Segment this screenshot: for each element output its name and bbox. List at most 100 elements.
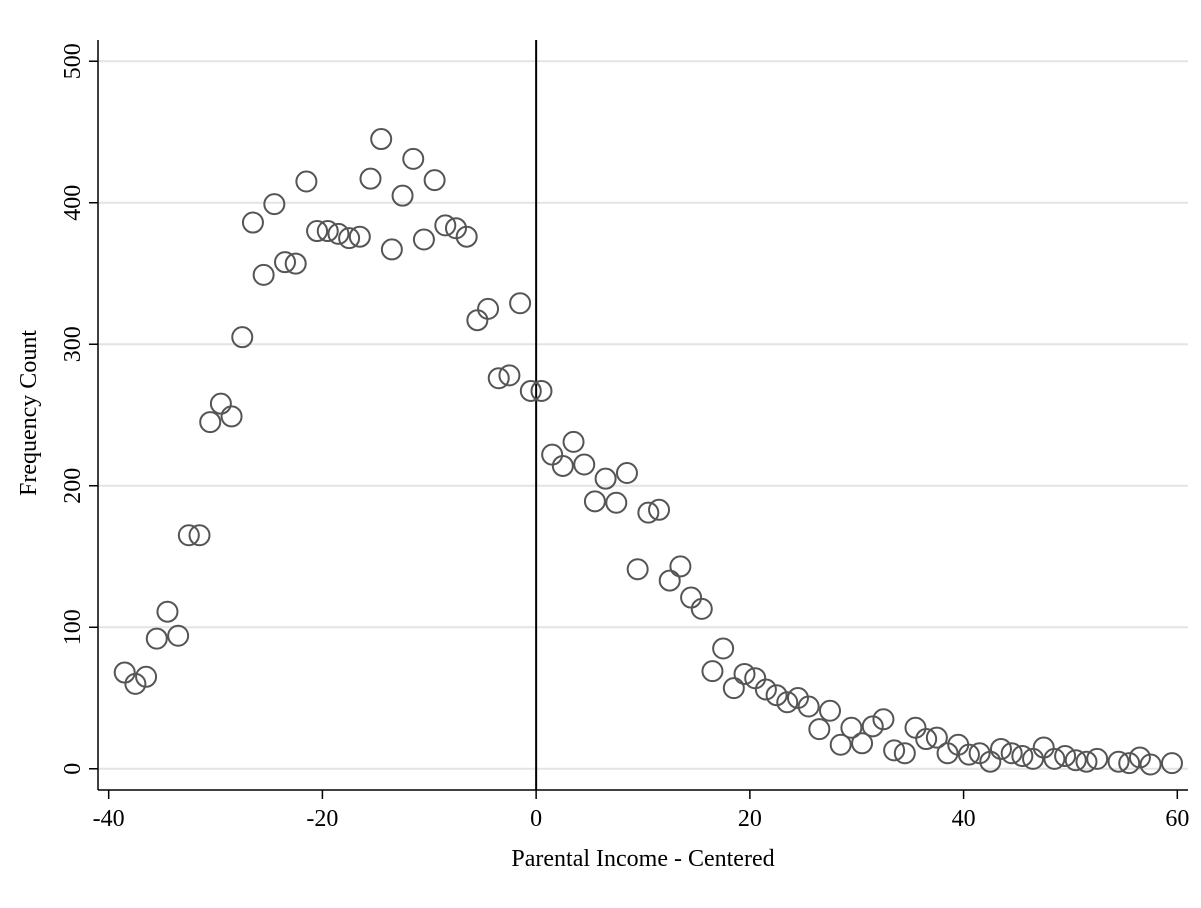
- data-point: [851, 732, 874, 755]
- data-point: [124, 672, 147, 695]
- x-tick-label: 60: [1165, 806, 1189, 832]
- y-tick-label: 0: [60, 763, 86, 775]
- data-point: [412, 228, 435, 251]
- data-point: [380, 238, 403, 261]
- data-point: [1043, 747, 1066, 770]
- y-tick-label: 200: [60, 468, 86, 504]
- data-point: [744, 667, 767, 690]
- data-point: [113, 661, 136, 684]
- data-point: [573, 453, 596, 476]
- data-point: [551, 454, 574, 477]
- y-tick-label: 300: [60, 326, 86, 362]
- data-point: [1160, 752, 1183, 775]
- data-point: [840, 716, 863, 739]
- data-point: [1128, 746, 1151, 769]
- y-tick-label: 100: [60, 609, 86, 645]
- data-point: [466, 309, 489, 332]
- data-point: [541, 443, 564, 466]
- axes: [97, 40, 1188, 791]
- data-point: [583, 490, 606, 513]
- data-point: [1075, 750, 1098, 773]
- data-point: [626, 558, 649, 581]
- x-tick-label: -20: [306, 806, 338, 832]
- data-point: [477, 297, 500, 320]
- data-point: [1054, 745, 1077, 768]
- x-tick-label: 40: [952, 806, 976, 832]
- data-point: [177, 524, 200, 547]
- data-point: [1064, 749, 1087, 772]
- data-point: [220, 405, 243, 428]
- data-point: [989, 737, 1012, 760]
- data-point: [306, 220, 329, 243]
- y-tick-label: 400: [60, 185, 86, 221]
- data-point: [1086, 747, 1109, 770]
- data-point: [957, 743, 980, 766]
- data-point: [1011, 745, 1034, 768]
- x-tick-label: -40: [93, 806, 125, 832]
- data-point: [904, 716, 927, 739]
- data-point: [359, 167, 382, 190]
- data-point: [519, 379, 542, 402]
- data-point: [199, 411, 222, 434]
- y-tick-label: 500: [60, 43, 86, 79]
- data-point: [1032, 736, 1055, 759]
- data-point: [819, 699, 842, 722]
- data-point: [1022, 747, 1045, 770]
- data-point: [434, 214, 457, 237]
- data-point: [797, 695, 820, 718]
- x-tick-label: 0: [530, 806, 542, 832]
- data-point: [145, 627, 168, 650]
- data-point: [733, 662, 756, 685]
- data-point: [680, 586, 703, 609]
- data-point: [754, 678, 777, 701]
- data-point: [765, 684, 788, 707]
- data-point: [829, 733, 852, 756]
- data-point: [915, 728, 938, 751]
- data-point: [722, 677, 745, 700]
- data-point: [263, 193, 286, 216]
- data-point: [188, 524, 211, 547]
- data-point: [861, 715, 884, 738]
- data-point: [509, 292, 532, 315]
- data-point: [156, 600, 179, 623]
- data-point: [893, 742, 916, 765]
- grid-lines: [98, 60, 1188, 770]
- data-point: [231, 326, 254, 349]
- data-point: [241, 211, 264, 234]
- x-tick-label: 20: [738, 806, 762, 832]
- data-point: [402, 147, 425, 170]
- data-point: [498, 364, 521, 387]
- data-point: [327, 222, 350, 245]
- data-point: [316, 220, 339, 243]
- data-point: [658, 569, 681, 592]
- data-point: [1118, 752, 1141, 775]
- data-point: [391, 184, 414, 207]
- data-point: [669, 555, 692, 578]
- data-points: [113, 128, 1183, 776]
- data-point: [487, 367, 510, 390]
- data-point: [274, 251, 297, 274]
- data-point: [284, 252, 307, 275]
- data-point: [338, 227, 361, 250]
- data-point: [925, 726, 948, 749]
- data-point: [167, 624, 190, 647]
- y-axis-ticks: 0 100 200 300 400 500: [60, 43, 98, 775]
- x-axis-ticks: -40 -20 0 20 40 60: [93, 790, 1189, 832]
- data-point: [701, 660, 724, 683]
- data-point: [295, 170, 318, 193]
- data-point: [594, 467, 617, 490]
- data-point: [455, 225, 478, 248]
- data-point: [135, 665, 158, 688]
- y-axis-title: Frequency Count: [16, 330, 42, 496]
- data-point: [1107, 750, 1130, 773]
- data-point: [979, 750, 1002, 773]
- data-point: [348, 225, 371, 248]
- data-point: [605, 491, 628, 514]
- data-point: [562, 430, 585, 453]
- data-point: [1000, 742, 1023, 765]
- data-point: [530, 379, 553, 402]
- data-point: [872, 708, 895, 731]
- data-point: [209, 392, 232, 415]
- data-point: [615, 462, 638, 485]
